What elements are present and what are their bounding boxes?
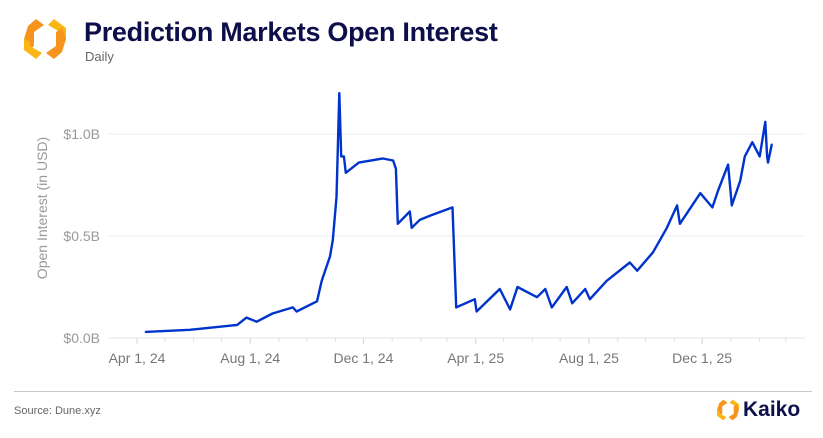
data-point [473,298,476,301]
data-point [676,204,678,207]
data-point [699,192,702,194]
data-point [731,204,733,207]
data-point [565,286,568,288]
data-point [589,298,591,301]
data-point [255,320,258,323]
data-point [338,92,341,94]
data-point [509,308,511,311]
data-point [584,288,587,290]
footer-divider [14,391,812,392]
x-tick-label: Dec 1, 24 [333,350,393,366]
chart-title: Prediction Markets Open Interest [84,17,498,47]
kaiko-logo-icon [24,19,66,59]
chart-subtitle: Daily [85,49,114,64]
x-tick-label: Apr 1, 24 [109,350,166,366]
data-point [551,306,553,309]
data-point [340,155,342,158]
data-point [679,222,681,225]
data-point [764,120,767,123]
data-point [144,331,147,333]
data-point [766,155,768,158]
brand-name: Kaiko [743,398,801,421]
data-point [455,306,458,309]
data-point [499,288,501,290]
data-point [332,239,334,241]
x-tick-label: Dec 1, 25 [672,350,732,366]
data-point [636,269,638,272]
data-point [544,288,547,290]
data-point [357,161,360,164]
data-point [744,155,746,158]
y-axis-title: Open Interest (in USD) [34,137,50,279]
brand: Kaiko [716,398,800,422]
line-chart: $0.0B $0.5B $1.0B Apr 1, 24 Aug 1, 24 Dec 1, … [34,91,805,366]
source-note: Source: Dune.xyz [14,405,101,417]
data-point [652,251,654,254]
x-tick-label: Aug 1, 25 [559,350,619,366]
series-line-open-interest [145,91,773,334]
data-point [767,161,769,164]
data-point [536,296,538,299]
data-point [236,324,239,326]
data-point [419,218,421,221]
data-point [739,180,741,182]
data-point [410,227,413,229]
y-tick-label: $0.0B [63,330,100,346]
data-point [727,163,729,166]
data-point [295,310,298,313]
data-point [475,310,478,313]
data-point [392,159,394,162]
data-point [271,312,274,315]
data-point [409,210,411,213]
data-point [516,286,519,288]
data-point [382,157,384,160]
x-tick-label: Apr 1, 25 [447,350,504,366]
data-point [751,141,754,143]
y-tick-label: $1.0B [63,126,100,142]
data-point [245,316,248,319]
data-point [316,300,318,303]
data-point [711,206,714,209]
data-point [605,280,608,282]
data-point [396,222,399,225]
data-point [320,280,323,282]
data-point [292,306,294,309]
kaiko-brand-icon [717,399,739,421]
data-point [770,143,773,145]
data-point [429,214,432,217]
data-point [717,190,719,192]
data-point [345,171,347,174]
data-point [628,261,631,264]
data-point [343,155,345,158]
data-point [666,227,668,229]
x-tick-label: Aug 1, 24 [220,350,280,366]
data-point [451,206,454,209]
data-point [758,155,761,158]
data-point [571,302,574,305]
y-tick-label: $0.5B [63,228,100,244]
data-point [189,329,191,331]
data-point [335,196,338,199]
data-point [395,167,397,170]
data-point [329,255,331,258]
